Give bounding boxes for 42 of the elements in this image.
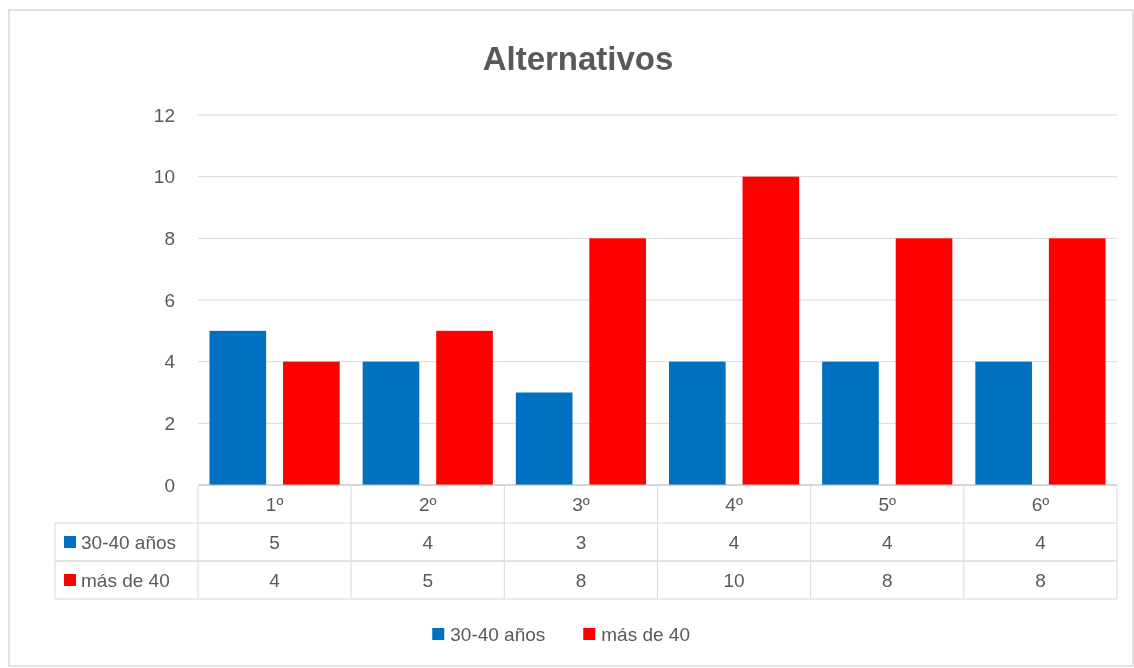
data-label: 4 bbox=[728, 531, 740, 553]
y-tick-label: 0 bbox=[164, 474, 175, 496]
bar bbox=[283, 361, 340, 485]
y-tick-label: 2 bbox=[164, 412, 175, 434]
data-label: 4 bbox=[1035, 531, 1047, 553]
data-label: 5 bbox=[422, 569, 434, 591]
data-label: 4 bbox=[881, 531, 893, 553]
bar bbox=[362, 361, 420, 485]
data-label: 8 bbox=[1035, 569, 1046, 591]
data-label: 4 bbox=[422, 531, 434, 553]
legend-label: más de 40 bbox=[601, 623, 690, 645]
data-label: 8 bbox=[575, 569, 587, 591]
bar bbox=[1048, 238, 1106, 485]
legend-label: 30-40 años bbox=[81, 531, 177, 553]
bar bbox=[895, 238, 953, 485]
x-tick-label: 2º bbox=[418, 493, 437, 515]
y-tick-label: 6 bbox=[164, 289, 175, 311]
data-label: 8 bbox=[881, 569, 893, 591]
y-tick-label: 12 bbox=[153, 104, 175, 126]
x-tick-label: 4º bbox=[725, 493, 743, 515]
data-label: 4 bbox=[269, 569, 281, 591]
x-tick-label: 6º bbox=[1031, 493, 1050, 515]
bar bbox=[515, 392, 573, 485]
y-tick-label: 8 bbox=[164, 227, 175, 249]
x-tick-label: 5º bbox=[878, 493, 897, 515]
y-tick-label: 10 bbox=[153, 166, 175, 188]
bar bbox=[742, 176, 800, 485]
y-tick-label: 4 bbox=[164, 351, 176, 373]
bar bbox=[668, 361, 726, 485]
data-label: 3 bbox=[575, 531, 587, 553]
x-tick-label: 1º bbox=[265, 493, 284, 515]
data-label: 10 bbox=[723, 569, 745, 591]
bar bbox=[975, 361, 1032, 485]
x-tick-label: 3º bbox=[572, 493, 590, 515]
bar bbox=[589, 238, 647, 485]
text: 30-40 años bbox=[450, 623, 546, 645]
bar bbox=[822, 361, 879, 485]
bar bbox=[209, 330, 267, 485]
data-label: 5 bbox=[269, 531, 280, 553]
text: más de 40 bbox=[81, 569, 170, 591]
chart-title: Alternativos bbox=[482, 40, 674, 77]
bar bbox=[436, 330, 493, 485]
